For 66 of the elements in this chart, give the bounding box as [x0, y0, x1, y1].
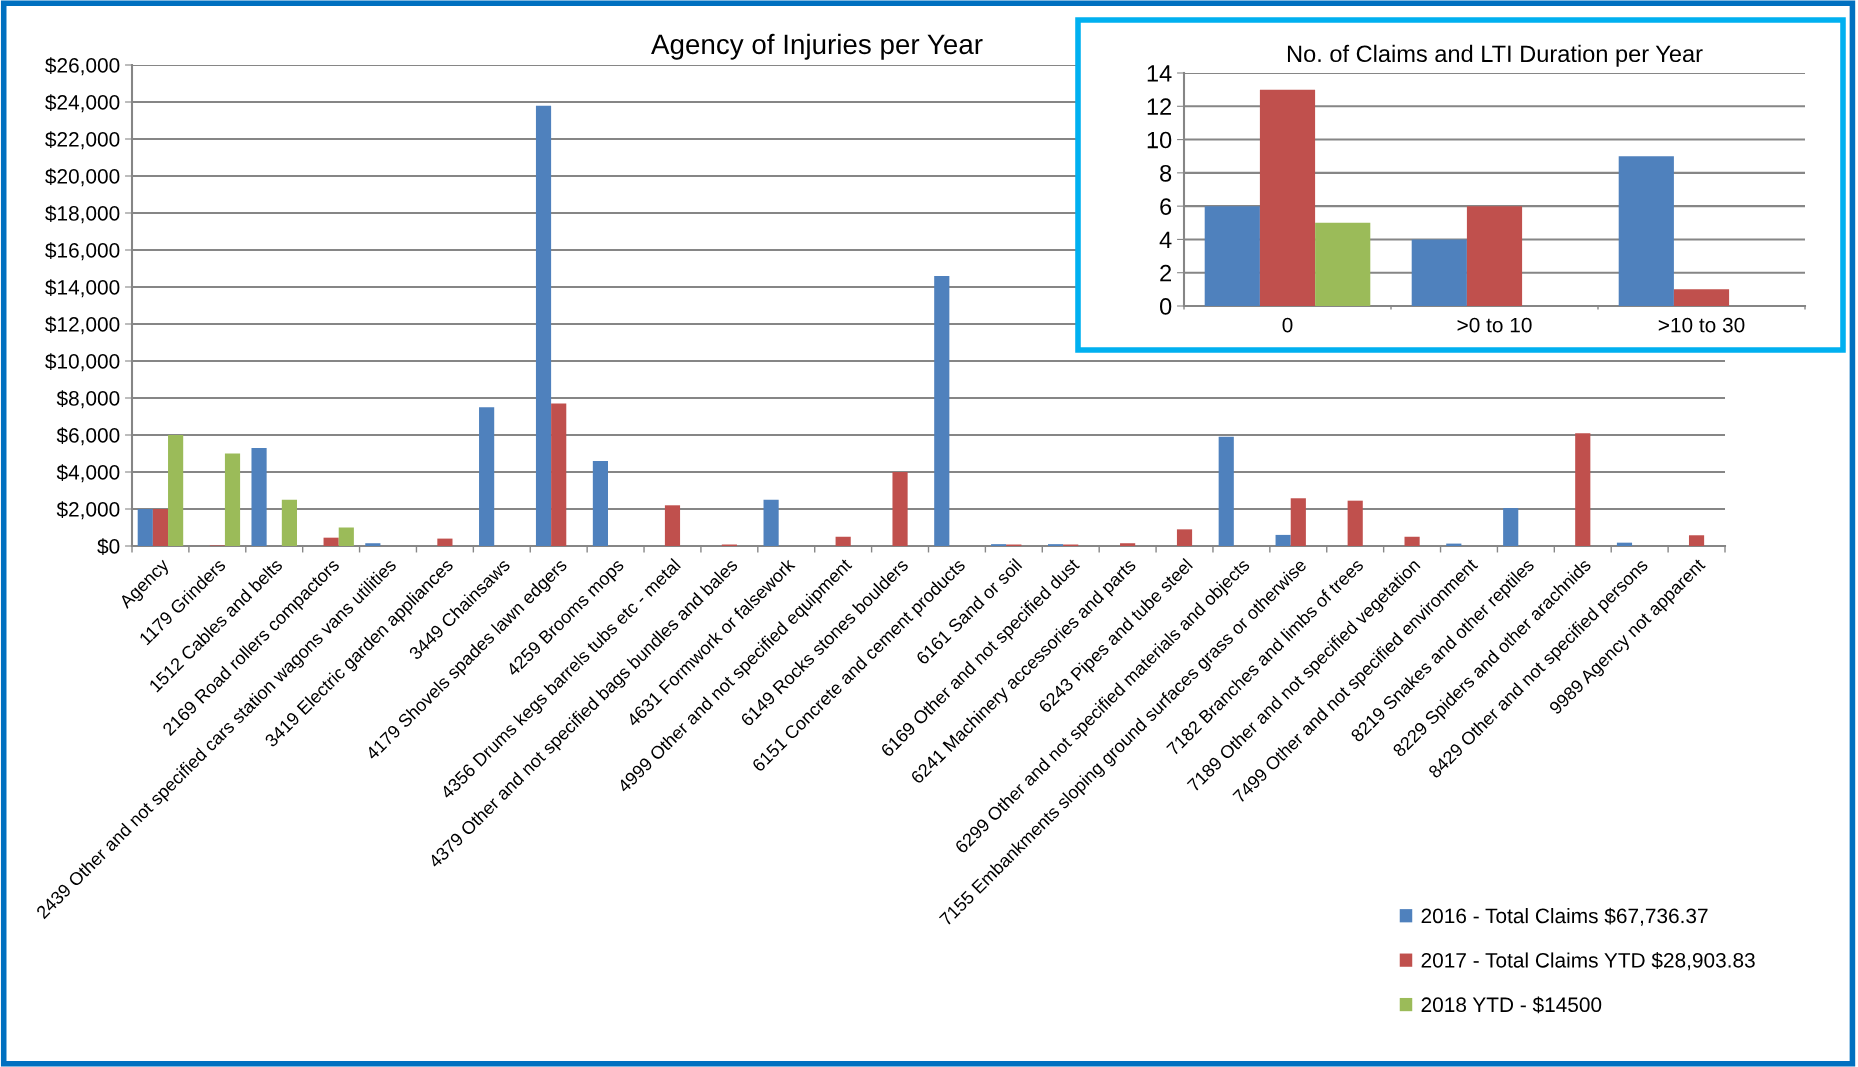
bar [551, 403, 567, 546]
y-tick-label: 12 [1147, 98, 1172, 115]
y-tick-label: $20,000 [45, 168, 120, 187]
bar [1575, 433, 1591, 546]
bar [1466, 206, 1523, 306]
bar [1204, 206, 1260, 306]
legend-label: 2016 - Total Claims $67,736.37 [1421, 907, 1708, 926]
bar [1315, 222, 1371, 306]
bar [763, 499, 779, 546]
bar [535, 105, 552, 546]
bar [338, 527, 354, 546]
bar [1411, 239, 1467, 306]
bar [1290, 498, 1306, 546]
y-tick-label: $8,000 [56, 390, 120, 409]
y-tick-label: 4 [1159, 231, 1172, 248]
bar [137, 509, 153, 546]
y-tick-label: $4,000 [56, 464, 120, 483]
bar [1503, 508, 1519, 546]
y-tick-label: 0 [1159, 298, 1172, 315]
bar [437, 538, 453, 546]
bar [1259, 89, 1316, 306]
bar [1404, 536, 1420, 546]
y-tick-label: 6 [1160, 198, 1172, 215]
bar [1218, 436, 1234, 546]
bar [251, 447, 267, 546]
bar [152, 509, 169, 546]
chart-title: No. of Claims and LTI Duration per Year [1287, 44, 1703, 67]
bar [224, 453, 241, 546]
legend-label: 2017 - Total Claims YTD $28,903.83 [1421, 952, 1755, 971]
bar [835, 536, 851, 546]
y-tick-label: $2,000 [56, 501, 120, 520]
y-tick-label: $26,000 [45, 57, 120, 76]
bar [1688, 535, 1705, 546]
bar [892, 472, 908, 546]
bar [664, 505, 681, 546]
y-tick-label: $18,000 [45, 205, 120, 224]
y-tick-label: 2 [1160, 264, 1172, 282]
x-tick-label: >10 to 30 [1658, 317, 1745, 333]
bar [1120, 543, 1136, 546]
bar [1176, 529, 1193, 546]
y-tick-label: 8 [1160, 164, 1172, 182]
bar [479, 407, 495, 546]
bar [168, 435, 184, 546]
bar [1673, 289, 1730, 306]
x-tick-label: 0 [1282, 317, 1293, 333]
y-tick-label: $0 [97, 538, 120, 555]
bar [1618, 156, 1674, 306]
y-tick-label: $14,000 [45, 279, 120, 298]
bar [592, 460, 608, 546]
bar [934, 275, 950, 546]
chart-title: Agency of Injuries per Year [651, 33, 983, 60]
y-tick-label: $22,000 [45, 131, 120, 150]
y-tick-label: 10 [1147, 131, 1172, 149]
y-tick-label: $12,000 [45, 316, 120, 335]
bar [1275, 534, 1291, 546]
bar [281, 499, 297, 546]
y-tick-label: $24,000 [45, 94, 120, 113]
x-tick-label: >0 to 10 [1457, 317, 1532, 333]
bar [365, 543, 381, 546]
y-tick-label: 14 [1147, 65, 1172, 82]
bar [1347, 500, 1363, 546]
bar [323, 537, 339, 546]
y-tick-label: $6,000 [56, 427, 120, 446]
legend-label: 2018 YTD - $14500 [1421, 996, 1602, 1014]
y-tick-label: $16,000 [45, 242, 120, 261]
y-tick-label: $10,000 [45, 353, 120, 372]
